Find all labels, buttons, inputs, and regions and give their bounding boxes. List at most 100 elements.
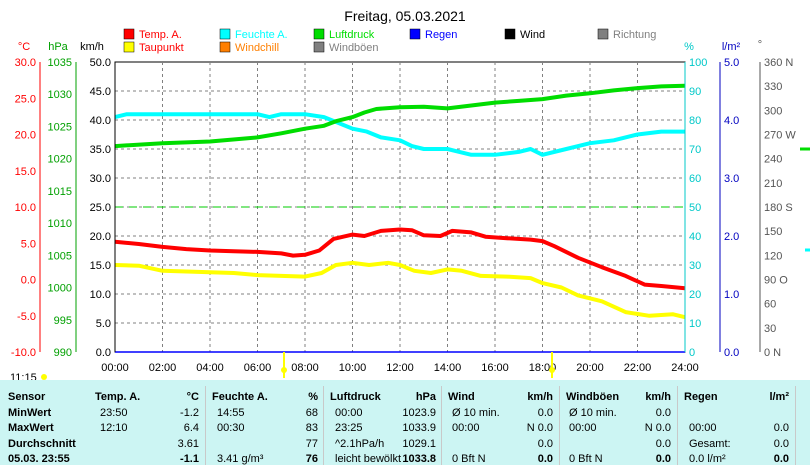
cell-wind-value: 0.0 — [537, 438, 553, 450]
tick-label-temp: 10.0 — [15, 202, 36, 214]
series-line-temp-a — [114, 227, 686, 291]
tick-label-dir: 90 O — [764, 275, 788, 287]
legend-label: Windböen — [329, 42, 379, 54]
series-line-luftdruck — [114, 83, 686, 149]
marker-dot — [41, 374, 47, 380]
tick-label-press: 990 — [54, 347, 72, 359]
tick-label-rain: 5.0 — [724, 57, 739, 69]
tick-label-hum: 40 — [689, 231, 701, 243]
header-rain-unit: l/m² — [769, 391, 789, 403]
tick-label-wind: 50.0 — [90, 57, 111, 69]
header-wind-unit: km/h — [527, 391, 553, 403]
tick-label-dir: 150 — [764, 226, 782, 238]
cell-gust-value: 0.0 — [655, 453, 671, 465]
legend-label: Feuchte A. — [235, 29, 288, 41]
header-gust-unit: km/h — [645, 391, 671, 403]
cell-press-detail: ^2.1hPa/h — [335, 438, 385, 450]
legend-swatch — [313, 28, 325, 40]
column-separator — [795, 386, 796, 465]
tick-label-temp: 0.0 — [21, 275, 36, 287]
legend-swatch — [219, 41, 231, 53]
cell-hum-value: 83 — [305, 422, 318, 434]
header-hum: Feuchte A. — [212, 391, 268, 403]
cell-gust-detail: 00:00 — [569, 422, 597, 434]
row-label: MaxWert — [8, 422, 54, 434]
tick-label-press: 1025 — [48, 121, 72, 133]
tick-label-wind: 40.0 — [90, 115, 111, 127]
series-line-taupunkt — [114, 260, 686, 320]
marker-label: 11:15 — [10, 372, 37, 380]
cell-temp-value: -1.2 — [180, 407, 199, 419]
tick-label-rain: 0.0 — [724, 347, 739, 359]
axis-unit-rain: l/m² — [722, 41, 741, 53]
tick-label-hum: 80 — [689, 115, 701, 127]
tick-label-press: 1015 — [48, 186, 72, 198]
cell-gust-value: N 0.0 — [644, 422, 671, 434]
tick-label-press: 1010 — [48, 218, 72, 230]
column-separator — [323, 386, 324, 465]
tick-label-temp: 15.0 — [15, 166, 36, 178]
header-press: Luftdruck — [330, 391, 381, 403]
header-hum-unit: % — [308, 391, 318, 403]
tick-label-dir: 210 — [764, 178, 782, 190]
cell-wind-value: 0.0 — [537, 407, 553, 419]
tick-label-hum: 90 — [689, 86, 701, 98]
tick-label-temp: -5.0 — [17, 311, 36, 323]
cell-gust-detail: Ø 10 min. — [569, 407, 617, 419]
cell-hum-value: 77 — [305, 438, 318, 450]
header-press-unit: hPa — [415, 391, 436, 403]
tick-label-wind: 45.0 — [90, 86, 111, 98]
cell-hum-value: 76 — [305, 453, 318, 465]
cell-rain-detail: 00:00 — [689, 422, 717, 434]
tick-label-press: 1005 — [48, 250, 72, 262]
cell-hum-detail: 00:30 — [217, 422, 245, 434]
tick-label-wind: 0.0 — [96, 347, 111, 359]
tick-label-press: 995 — [54, 315, 72, 327]
tick-label-hum: 100 — [689, 57, 707, 69]
tick-label-rain: 2.0 — [724, 231, 739, 243]
tick-label-temp: 25.0 — [15, 93, 36, 105]
sun-marker-dot — [549, 367, 555, 373]
cell-rain-detail: Gesamt: — [689, 438, 731, 450]
cell-wind-detail: 00:00 — [452, 422, 480, 434]
axis-unit-temp: °C — [18, 41, 30, 53]
tick-label-hum: 20 — [689, 289, 701, 301]
cell-temp-detail: 12:10 — [100, 422, 128, 434]
cell-temp-value: -1.1 — [180, 453, 199, 465]
x-tick-label: 16:00 — [481, 362, 509, 374]
x-tick-label: 02:00 — [149, 362, 177, 374]
weather-chart: Freitag, 05.03.2021 Temp. A. Feuchte A. Luf… — [10, 8, 810, 380]
header-temp-unit: °C — [186, 391, 199, 403]
tick-label-dir: 300 — [764, 105, 782, 117]
axis-unit-hum: % — [684, 41, 694, 53]
series-line-feuchte-a — [114, 112, 685, 157]
cell-rain-detail: 0.0 l/m² — [689, 453, 726, 465]
tick-label-dir: 180 S — [764, 202, 793, 214]
tick-label-temp: 30.0 — [15, 57, 36, 69]
cell-gust-value: 0.0 — [655, 407, 671, 419]
cell-wind-value: N 0.0 — [526, 422, 553, 434]
tick-label-rain: 4.0 — [724, 115, 739, 127]
tick-label-wind: 5.0 — [96, 318, 111, 330]
x-tick-label: 00:00 — [101, 362, 129, 374]
cell-gust-detail: 0 Bft N — [569, 453, 603, 465]
cell-wind-detail: 0 Bft N — [452, 453, 486, 465]
cell-hum-value: 68 — [305, 407, 318, 419]
cell-temp-value: 6.4 — [183, 422, 199, 434]
x-tick-label: 14:00 — [434, 362, 462, 374]
legend-swatch — [597, 28, 609, 40]
tick-label-press: 1035 — [48, 57, 72, 69]
column-separator — [205, 386, 206, 465]
column-separator — [441, 386, 442, 465]
tick-label-wind: 35.0 — [90, 144, 111, 156]
legend-label: Richtung — [613, 29, 656, 41]
tick-label-dir: 30 — [764, 323, 776, 335]
tick-label-dir: 0 N — [764, 347, 781, 359]
column-separator — [677, 386, 678, 465]
tick-label-hum: 0 — [689, 347, 695, 359]
tick-label-wind: 25.0 — [90, 202, 111, 214]
x-tick-label: 08:00 — [291, 362, 319, 374]
axis-unit-dir: ° — [758, 39, 762, 51]
cell-gust-value: 0.0 — [655, 438, 671, 450]
legend-label: Luftdruck — [329, 29, 375, 41]
